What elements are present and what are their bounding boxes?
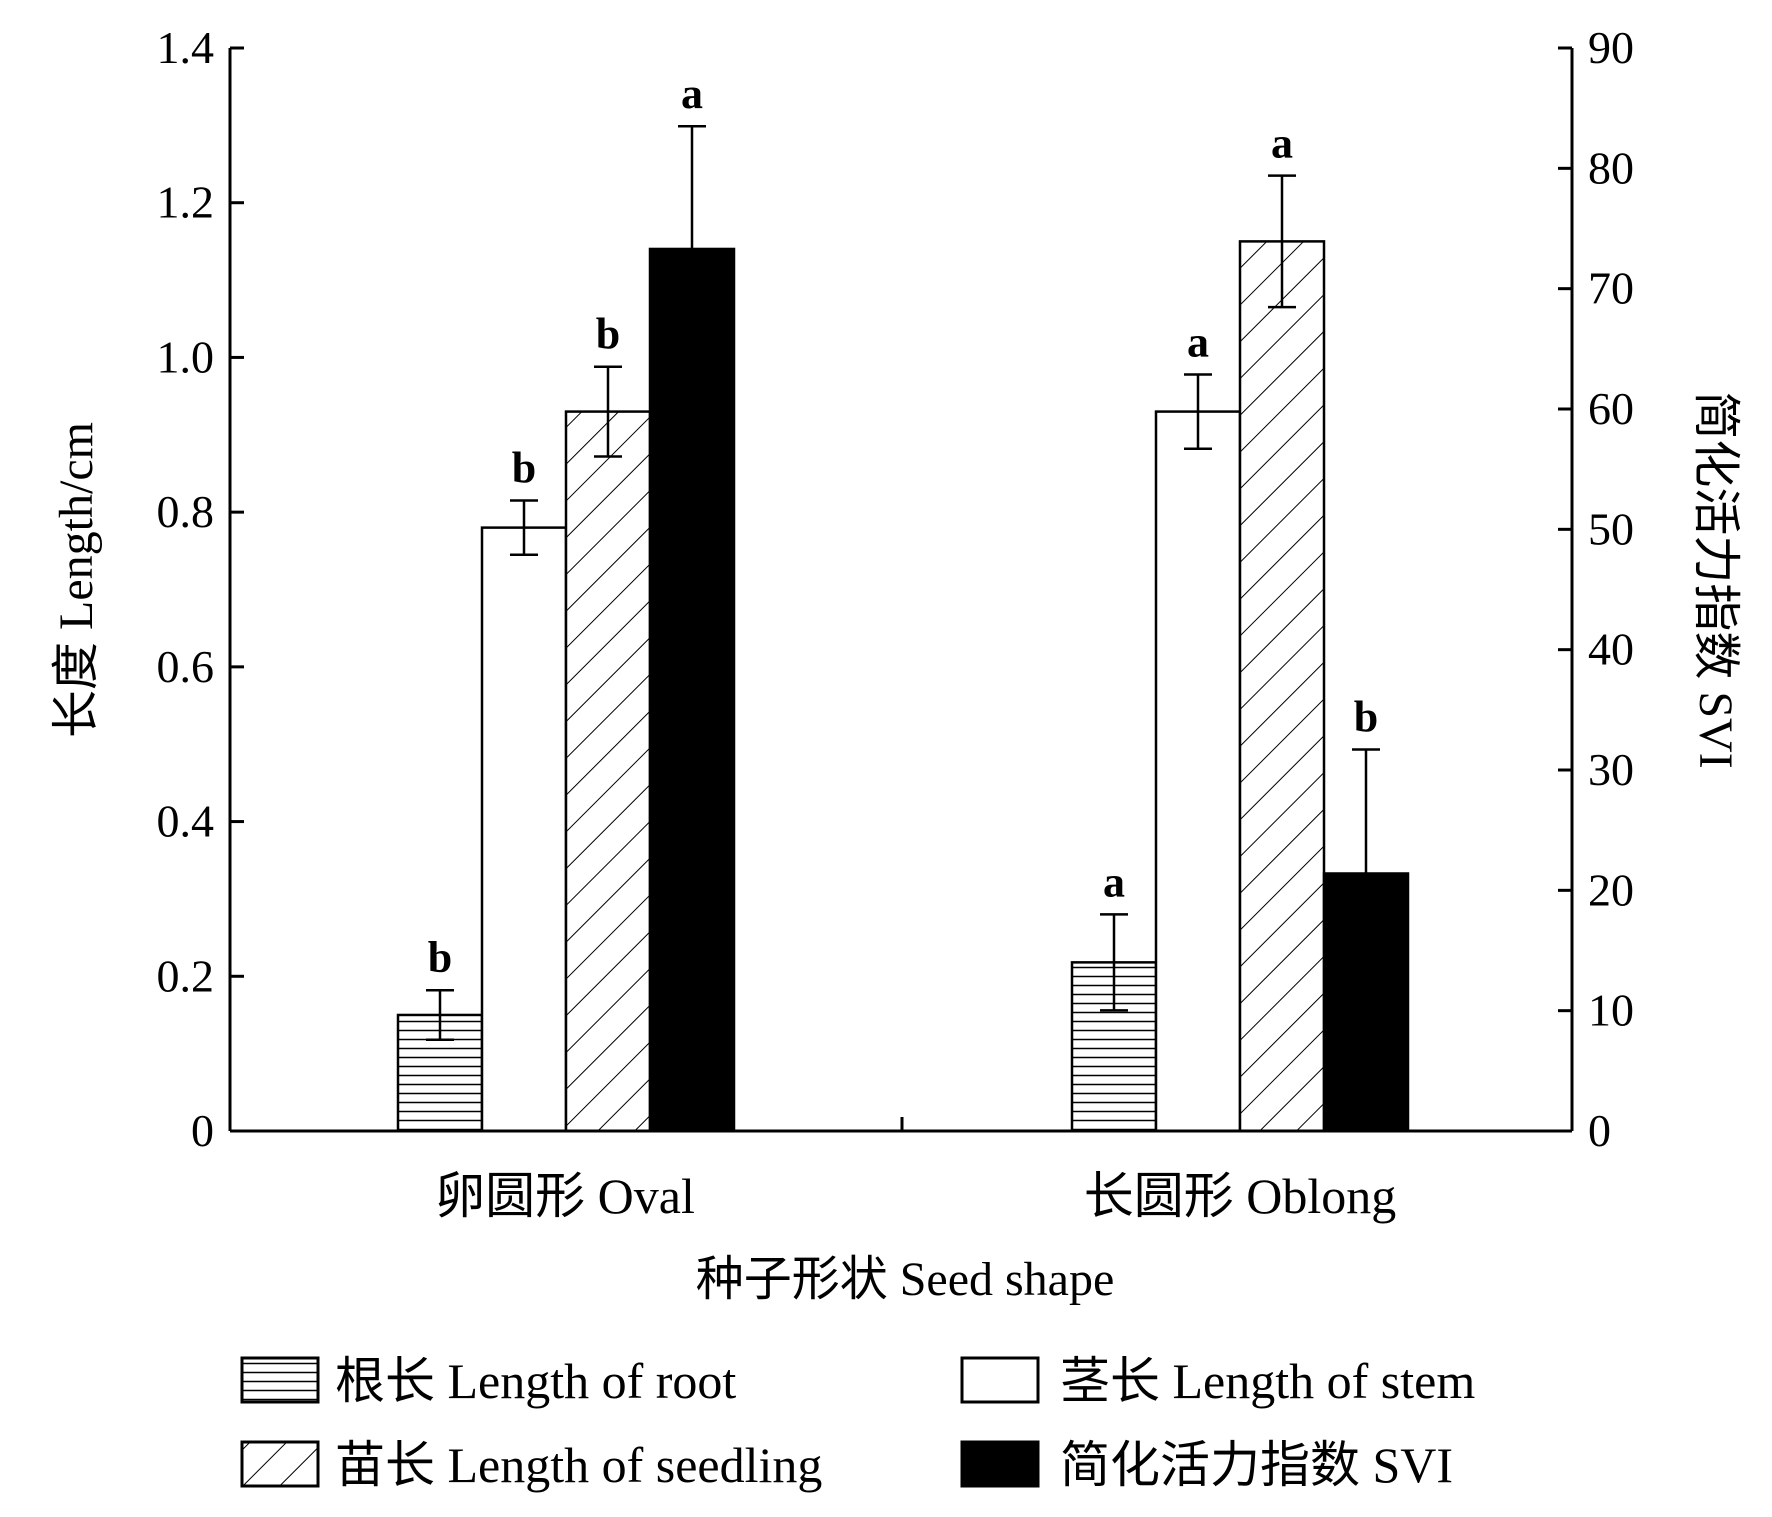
legend-swatch-stem xyxy=(960,1356,1040,1404)
significance-letter-1-1: a xyxy=(1187,317,1209,366)
y2-tick-label-7: 70 xyxy=(1588,263,1634,314)
y-tick-label-5: 1.0 xyxy=(157,331,215,382)
y-tick-label-4: 0.8 xyxy=(157,486,215,537)
significance-letter-1-0: b xyxy=(512,444,536,493)
y-tick-label-0: 0 xyxy=(191,1105,214,1156)
significance-letter-3-1: b xyxy=(1354,693,1378,742)
y2-tick-label-3: 30 xyxy=(1588,744,1634,795)
y2-tick-label-9: 90 xyxy=(1588,22,1634,73)
bars-layer: b a b a b a a b xyxy=(396,69,1410,1133)
y-tick-label-2: 0.4 xyxy=(157,796,215,847)
significance-letter-2-0: b xyxy=(596,310,620,359)
y-tick-label-7: 1.4 xyxy=(157,22,215,73)
significance-letter-2-1: a xyxy=(1271,119,1293,168)
bar-2-1 xyxy=(1238,240,1326,1133)
y-tick-label-1: 0.2 xyxy=(157,950,215,1001)
y2-tick-label-0: 0 xyxy=(1588,1105,1611,1156)
bar-1-0 xyxy=(480,526,568,1133)
legend-label-svi: 简化活力指数 SVI xyxy=(1060,1437,1453,1493)
category-label-oblong: 长圆形 Oblong xyxy=(1084,1168,1397,1224)
legend: 根长 Length of root 茎长 Length of stem 苗长 L… xyxy=(240,1353,1475,1493)
y2-tick-label-8: 80 xyxy=(1588,142,1634,193)
y-axis-title: 长度 Length/cm xyxy=(50,422,103,738)
legend-swatch-root xyxy=(240,1356,320,1404)
significance-letter-0-1: a xyxy=(1103,857,1125,906)
bar-1-1 xyxy=(1154,410,1242,1133)
y-tick-label-6: 1.2 xyxy=(157,177,215,228)
axes-layer: 0 0.2 0.4 0.6 0.8 1.0 1.2 1.4 0 10 20 30 40 50 60 70 80 9… xyxy=(157,22,1635,1156)
y2-tick-label-5: 50 xyxy=(1588,503,1634,554)
legend-swatch-seedling xyxy=(240,1440,320,1488)
x-axis-title: 种子形状 Seed shape xyxy=(696,1253,1115,1306)
bar-3-0 xyxy=(648,247,736,1133)
legend-label-seedling: 苗长 Length of seedling xyxy=(335,1437,822,1493)
y2-tick-label-2: 20 xyxy=(1588,864,1634,915)
y2-tick-label-1: 10 xyxy=(1588,985,1634,1036)
legend-label-root: 根长 Length of root xyxy=(335,1353,736,1409)
significance-letter-3-0: a xyxy=(681,69,703,118)
legend-label-stem: 茎长 Length of stem xyxy=(1060,1353,1475,1409)
y2-axis-title: 简化活力指数 SVI xyxy=(1689,391,1742,768)
bar-2-0 xyxy=(564,410,652,1133)
y-tick-label-3: 0.6 xyxy=(157,641,215,692)
y2-tick-label-4: 40 xyxy=(1588,624,1634,675)
y2-tick-label-6: 60 xyxy=(1588,383,1634,434)
significance-letter-0-0: b xyxy=(428,933,452,982)
category-label-oval: 卵圆形 Oval xyxy=(435,1168,695,1224)
legend-swatch-svi xyxy=(960,1440,1040,1488)
